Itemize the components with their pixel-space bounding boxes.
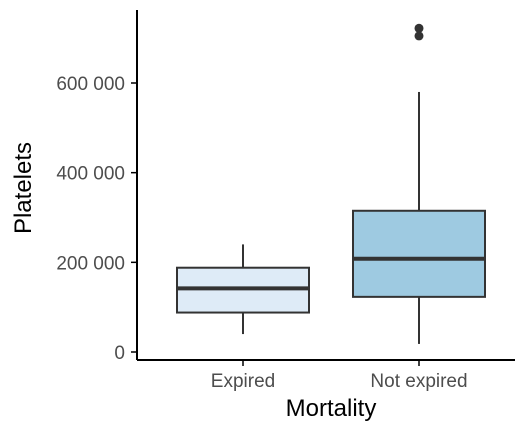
y-tick-label: 0 <box>114 343 125 364</box>
box-iqr <box>352 209 486 298</box>
x-tick-label: Expired <box>211 371 275 392</box>
outlier-point <box>414 31 424 41</box>
y-tick-label: 400 000 <box>56 164 125 185</box>
y-axis-ticks: 0 200 000 400 000 600 000 <box>56 74 137 364</box>
x-axis-title: Mortality <box>286 395 377 421</box>
y-tick-label: 200 000 <box>56 253 125 274</box>
outlier-point <box>414 23 424 33</box>
y-axis-title: Platelets <box>10 142 37 234</box>
x-tick-label: Not expired <box>370 371 467 392</box>
x-axis-ticks: Expired Not expired <box>211 360 468 392</box>
box-series <box>176 23 486 344</box>
y-tick-label: 600 000 <box>56 74 125 95</box>
